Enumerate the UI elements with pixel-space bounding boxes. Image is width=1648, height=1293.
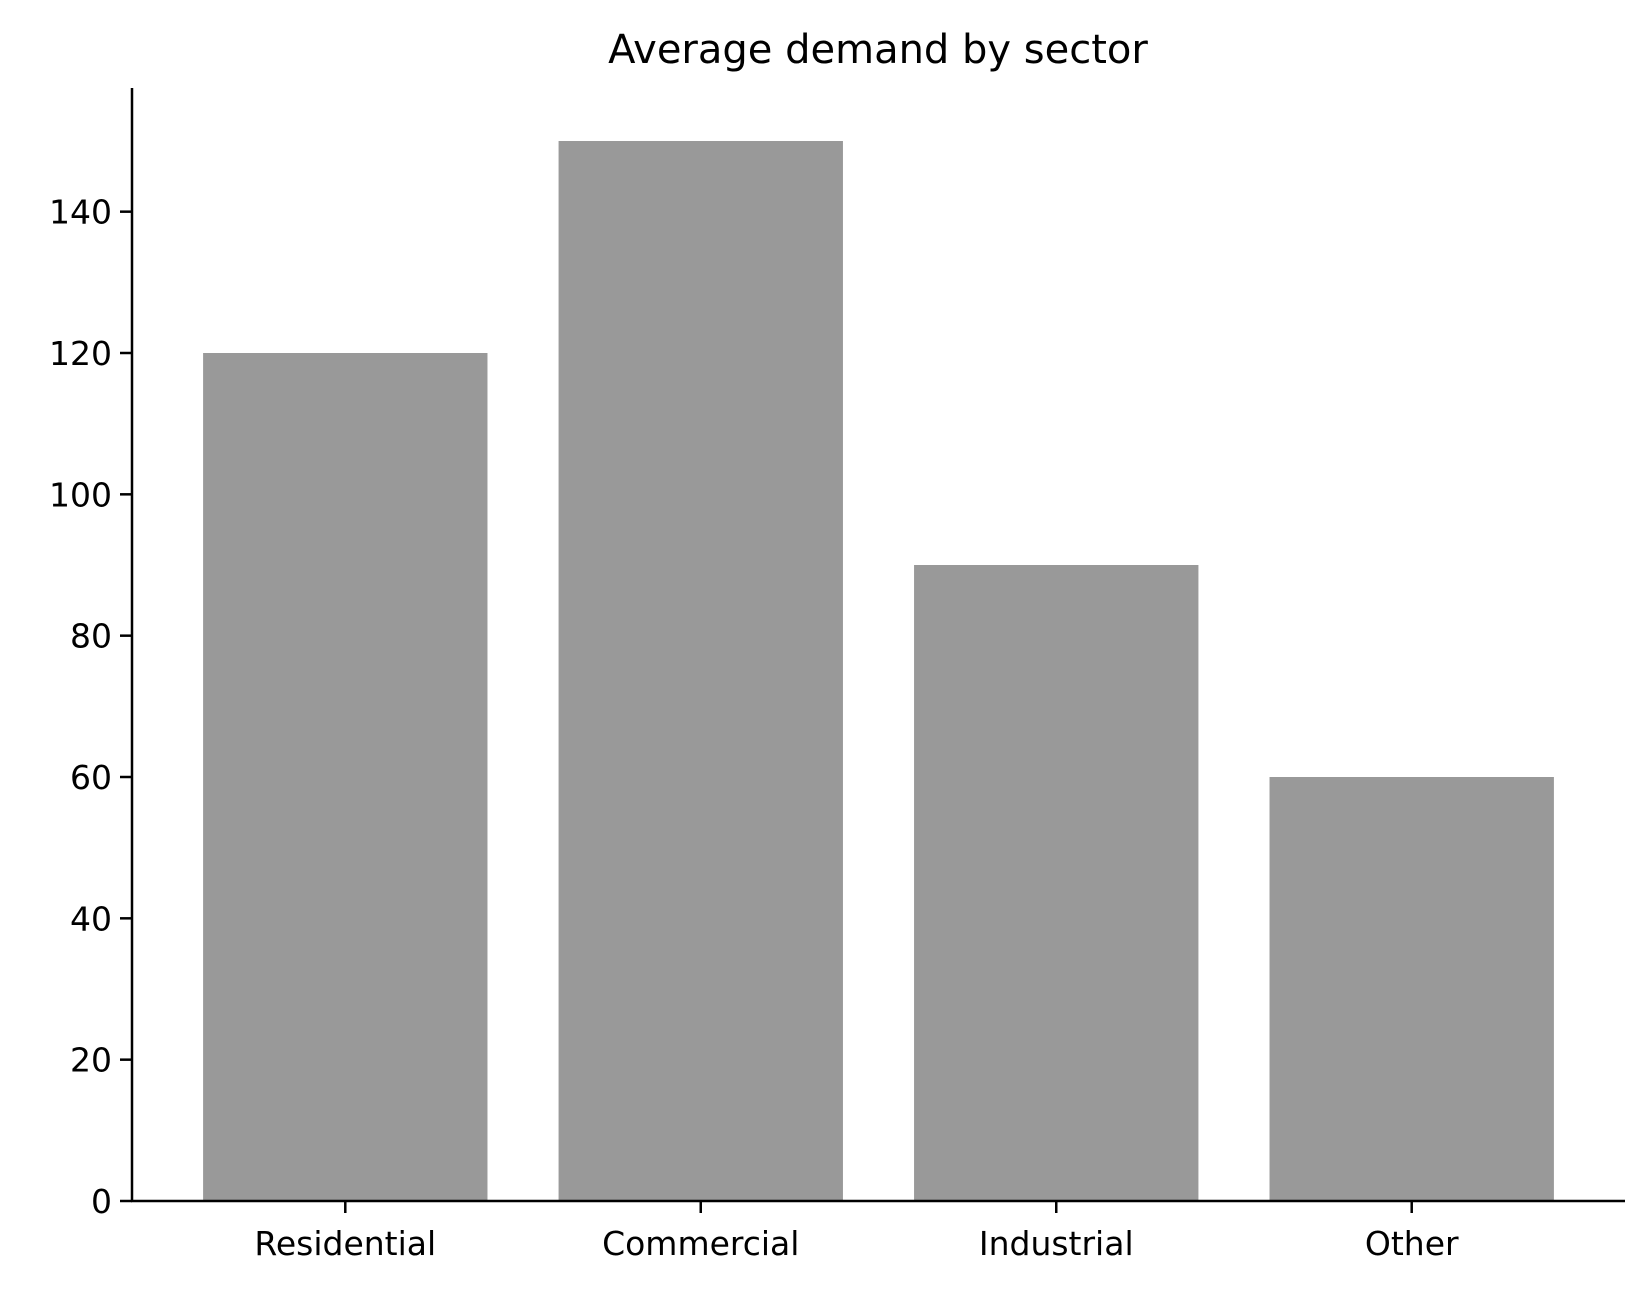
- y-axis-ticks: 0 20 40 60 80 100 120 140: [49, 193, 132, 1221]
- bar-industrial: [914, 565, 1199, 1201]
- bar-commercial: [558, 141, 843, 1201]
- y-tick-label: 80: [70, 617, 112, 656]
- y-tick-label: 60: [70, 758, 112, 797]
- y-tick-label: 120: [49, 334, 112, 373]
- chart-title: Average demand by sector: [608, 27, 1148, 73]
- x-tick-label: Commercial: [602, 1224, 799, 1263]
- y-tick-label: 20: [70, 1041, 112, 1080]
- x-axis-ticks: Residential Commercial Industrial Other: [254, 1201, 1459, 1263]
- y-tick-label: 40: [70, 899, 112, 938]
- x-tick-label: Residential: [254, 1224, 436, 1263]
- x-tick-label: Other: [1365, 1224, 1459, 1263]
- y-tick-label: 140: [49, 193, 112, 232]
- bar-residential: [203, 353, 488, 1201]
- bar-other: [1269, 777, 1554, 1201]
- bars-group: [203, 141, 1554, 1201]
- y-tick-label: 0: [91, 1182, 112, 1221]
- y-tick-label: 100: [49, 475, 112, 514]
- x-tick-label: Industrial: [979, 1224, 1134, 1263]
